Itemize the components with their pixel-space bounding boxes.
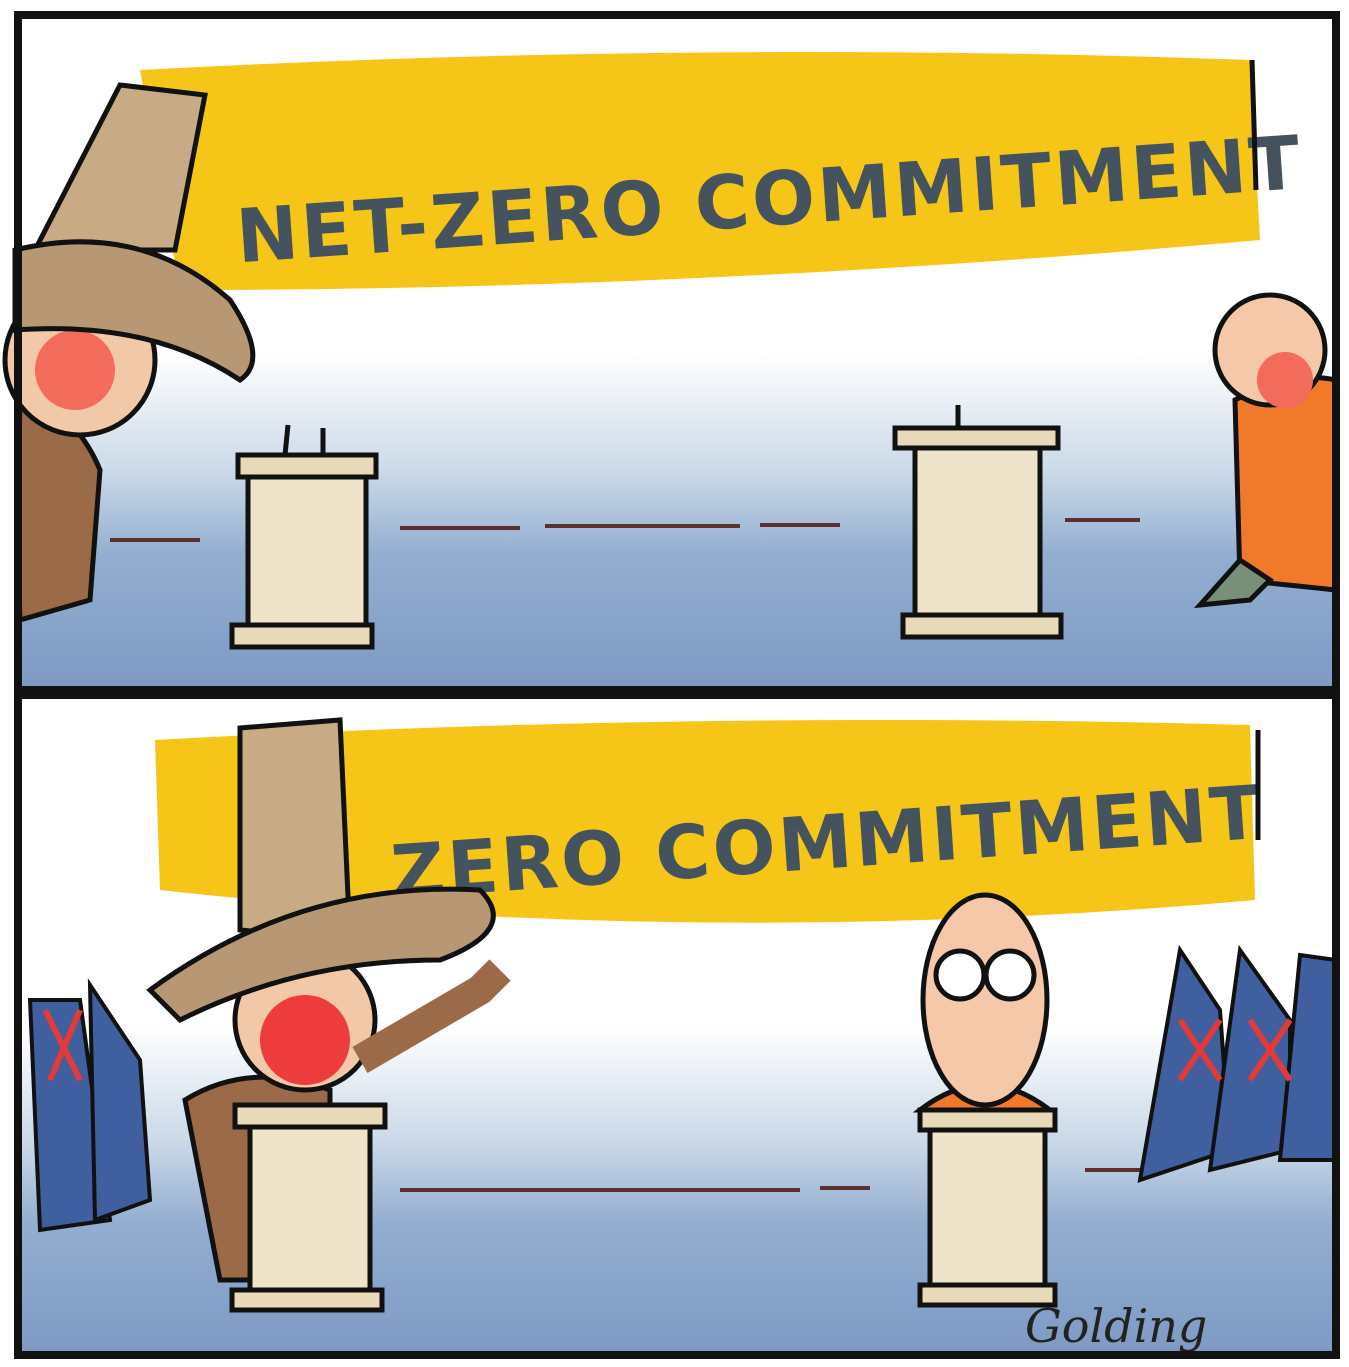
panel-bottom: ZERO COMMITMENT — [18, 695, 1336, 1355]
figure-shirt — [920, 895, 1055, 1305]
cartoon: NET-ZERO COMMITMENT — [0, 0, 1349, 1367]
panel-top: NET-ZERO COMMITMENT — [5, 15, 1336, 690]
podium — [895, 405, 1061, 637]
signature: Golding — [1025, 1299, 1207, 1353]
page: NET-ZERO COMMITMENT — [0, 0, 1349, 1367]
podium — [232, 425, 376, 647]
